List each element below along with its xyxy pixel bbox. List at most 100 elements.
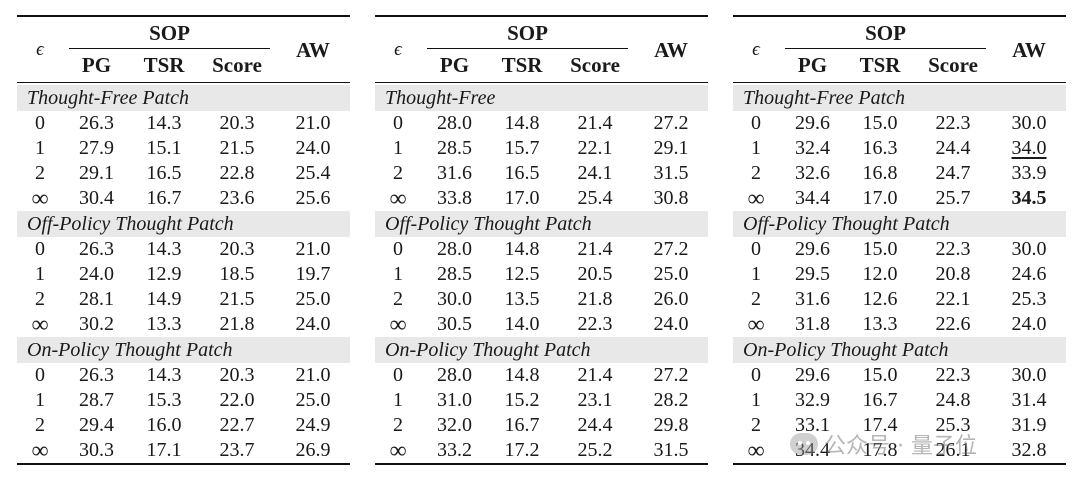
header-epsilon: ϵ: [752, 38, 760, 60]
cell-epsilon: ∞: [31, 311, 49, 338]
cell-aw: 31.9: [1011, 414, 1047, 436]
cell-pg: 26.3: [79, 364, 114, 386]
cell-epsilon: ∞: [389, 185, 407, 212]
cell-epsilon: ∞: [31, 185, 49, 212]
cell-tsr: 16.0: [146, 414, 182, 436]
cell-epsilon: 1: [35, 137, 45, 159]
cell-tsr: 16.3: [862, 137, 898, 159]
cell-tsr: 14.9: [146, 288, 182, 310]
section-header: On-Policy Thought Patch: [733, 337, 1067, 363]
cell-score: 22.1: [577, 137, 613, 159]
cell-aw: 24.6: [1011, 263, 1047, 285]
cell-tsr: 16.5: [146, 162, 182, 184]
cell-tsr: 17.4: [862, 414, 898, 436]
section-header: Off-Policy Thought Patch: [17, 211, 351, 237]
cell-score: 21.8: [219, 313, 255, 335]
table-row: ∞ 30.3 17.1 23.7 26.9: [17, 438, 351, 464]
table: ϵ SOP AW PG TSR Score Thought-Free Patch 0 29.6 1…: [733, 15, 1067, 465]
cell-pg: 28.0: [437, 238, 472, 260]
cell-aw: 28.2: [653, 389, 689, 411]
results-table-2: ϵ SOP AW PG TSR Score Thought-Free 0 28.0 14.8 21.…: [375, 15, 709, 465]
header-epsilon: ϵ: [36, 38, 44, 60]
cell-aw: 25.6: [295, 187, 331, 209]
cell-tsr: 16.8: [862, 162, 898, 184]
cell-aw: 29.8: [653, 414, 689, 436]
header-pg: PG: [439, 53, 470, 77]
cell-aw: 25.3: [1011, 288, 1047, 310]
header-row-sub: PG TSR Score: [733, 49, 1067, 83]
cell-tsr: 14.3: [146, 112, 182, 134]
cell-pg: 32.4: [795, 137, 830, 159]
cell-aw: 34.0: [1011, 137, 1047, 159]
cell-pg: 31.6: [795, 288, 830, 310]
cell-tsr: 12.5: [504, 263, 540, 285]
cell-tsr: 17.0: [862, 187, 898, 209]
cell-tsr: 14.3: [146, 238, 182, 260]
section-title: Off-Policy Thought Patch: [733, 211, 1067, 237]
table-row: 2 31.6 12.6 22.1 25.3: [733, 287, 1066, 312]
results-table-3: ϵ SOP AW PG TSR Score Thought-Free Patch 0 29.6 1…: [733, 15, 1067, 465]
cell-aw: 30.0: [1011, 238, 1047, 260]
table-row: 1 28.7 15.3 22.0 25.0: [17, 388, 350, 413]
cell-score: 25.7: [935, 187, 971, 209]
cell-aw: 21.0: [295, 364, 331, 386]
cell-pg: 30.0: [437, 288, 472, 310]
cell-score: 20.8: [935, 263, 971, 285]
section-header: On-Policy Thought Patch: [17, 337, 351, 363]
cell-epsilon: 0: [35, 364, 45, 386]
table-row: 1 31.0 15.2 23.1 28.2: [375, 388, 708, 413]
table-row: 0 26.3 14.3 20.3 21.0: [17, 237, 350, 262]
cell-aw: 24.0: [295, 313, 331, 335]
table-row: 2 33.1 17.4 25.3 31.9: [733, 413, 1066, 438]
cell-aw: 25.0: [295, 288, 331, 310]
cell-score: 23.6: [219, 187, 255, 209]
cell-aw: 25.0: [653, 263, 689, 285]
cell-epsilon: 1: [393, 137, 403, 159]
header-epsilon: ϵ: [394, 38, 402, 60]
cell-epsilon: 0: [35, 238, 45, 260]
cell-tsr: 14.3: [146, 364, 182, 386]
table-row: 2 29.4 16.0 22.7 24.9: [17, 413, 350, 438]
cell-tsr: 16.7: [504, 414, 540, 436]
header-row-sub: PG TSR Score: [375, 49, 709, 83]
cell-aw: 30.8: [653, 187, 689, 209]
cell-tsr: 12.0: [862, 263, 898, 285]
cell-pg: 28.1: [79, 288, 114, 310]
cell-aw: 32.8: [1011, 439, 1047, 461]
section-title: On-Policy Thought Patch: [733, 337, 1067, 363]
cell-score: 26.1: [935, 439, 971, 461]
cell-epsilon: 0: [393, 238, 403, 260]
table-row: 2 31.6 16.5 24.1 31.5: [375, 161, 708, 186]
cell-tsr: 13.3: [146, 313, 182, 335]
cell-score: 20.3: [219, 238, 255, 260]
table-row: 1 32.4 16.3 24.4 34.0: [733, 136, 1066, 161]
cell-epsilon: ∞: [389, 437, 407, 464]
cell-score: 23.1: [577, 389, 613, 411]
cell-epsilon: 1: [35, 389, 45, 411]
cell-aw: 31.5: [653, 162, 689, 184]
section-header: On-Policy Thought Patch: [375, 337, 709, 363]
watermark: 公众号 · 量子位: [790, 428, 977, 460]
cell-epsilon: 0: [393, 112, 403, 134]
cell-pg: 34.4: [795, 439, 830, 461]
section-title: Off-Policy Thought Patch: [375, 211, 709, 237]
cell-pg: 29.4: [79, 414, 114, 436]
cell-score: 21.4: [577, 364, 613, 386]
cell-score: 23.7: [219, 439, 255, 461]
cell-pg: 27.9: [79, 137, 114, 159]
cell-pg: 32.6: [795, 162, 830, 184]
table-row: 1 28.5 12.5 20.5 25.0: [375, 262, 708, 287]
cell-epsilon: 1: [393, 263, 403, 285]
cell-score: 24.1: [577, 162, 613, 184]
cell-score: 22.8: [219, 162, 255, 184]
cell-tsr: 15.0: [862, 364, 898, 386]
cell-pg: 29.6: [795, 364, 830, 386]
cell-tsr: 14.8: [504, 238, 540, 260]
table-row: 0 29.6 15.0 22.3 30.0: [733, 111, 1066, 136]
cell-pg: 33.2: [437, 439, 472, 461]
cell-aw: 24.0: [295, 137, 331, 159]
cell-epsilon: 1: [393, 389, 403, 411]
cell-pg: 30.3: [79, 439, 114, 461]
header-score: Score: [928, 53, 978, 77]
table-row: ∞ 30.4 16.7 23.6 25.6: [17, 186, 350, 211]
